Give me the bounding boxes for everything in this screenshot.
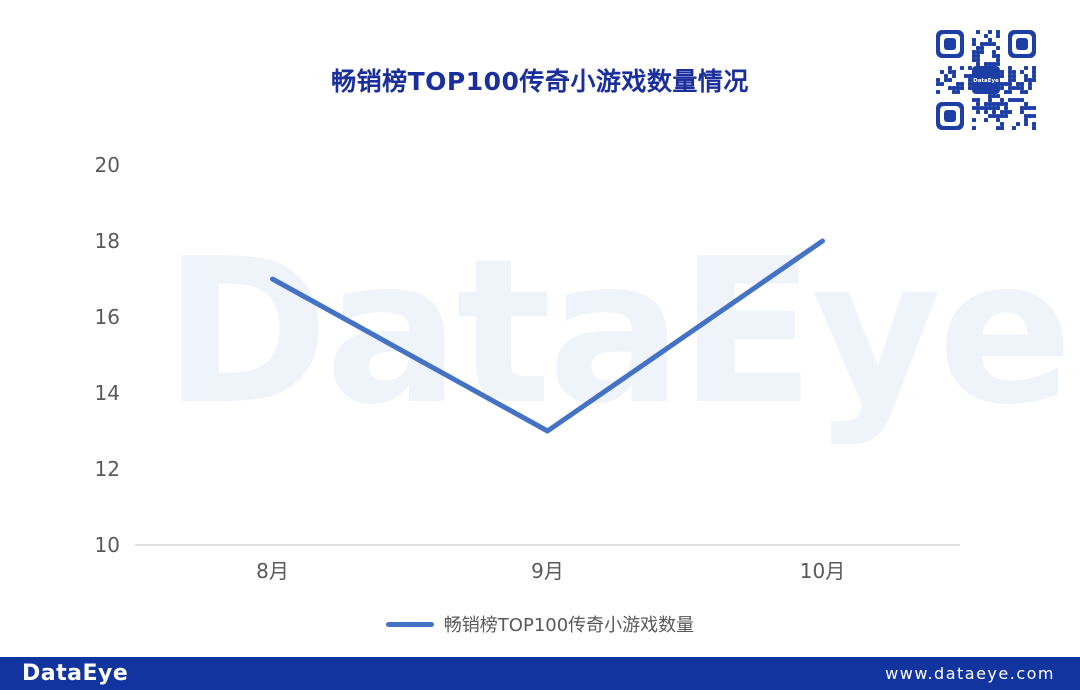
footer-url: www.dataeye.com — [885, 664, 1055, 683]
y-axis-tick-label: 10 — [95, 533, 120, 557]
x-axis-category-label: 10月 — [800, 559, 845, 583]
chart-legend: 畅销榜TOP100传奇小游戏数量 — [0, 608, 1080, 640]
y-axis-tick-label: 12 — [95, 457, 120, 481]
y-axis-tick-label: 14 — [95, 381, 120, 405]
x-axis-category-label: 8月 — [256, 559, 289, 583]
footer-bar: DataEye www.dataeye.com — [0, 657, 1080, 690]
legend-line-swatch — [385, 621, 434, 627]
chart-title: 畅销榜TOP100传奇小游戏数量情况 — [331, 67, 749, 96]
line-chart: 10 12 14 16 18 20 8月 9月 10月 — [95, 153, 960, 583]
data-series-line — [270, 238, 825, 434]
y-axis-tick-label: 18 — [95, 229, 120, 253]
x-axis-category-label: 9月 — [531, 559, 564, 583]
qr-code-icon: DataEye — [936, 30, 1036, 130]
dataeye-logo: DataEye — [22, 661, 129, 686]
y-axis-tick-label: 16 — [95, 305, 120, 329]
legend-label: 畅销榜TOP100传奇小游戏数量 — [443, 615, 695, 636]
y-axis-tick-label: 20 — [95, 153, 120, 177]
qr-center-logo-label: DataEye — [973, 78, 999, 84]
